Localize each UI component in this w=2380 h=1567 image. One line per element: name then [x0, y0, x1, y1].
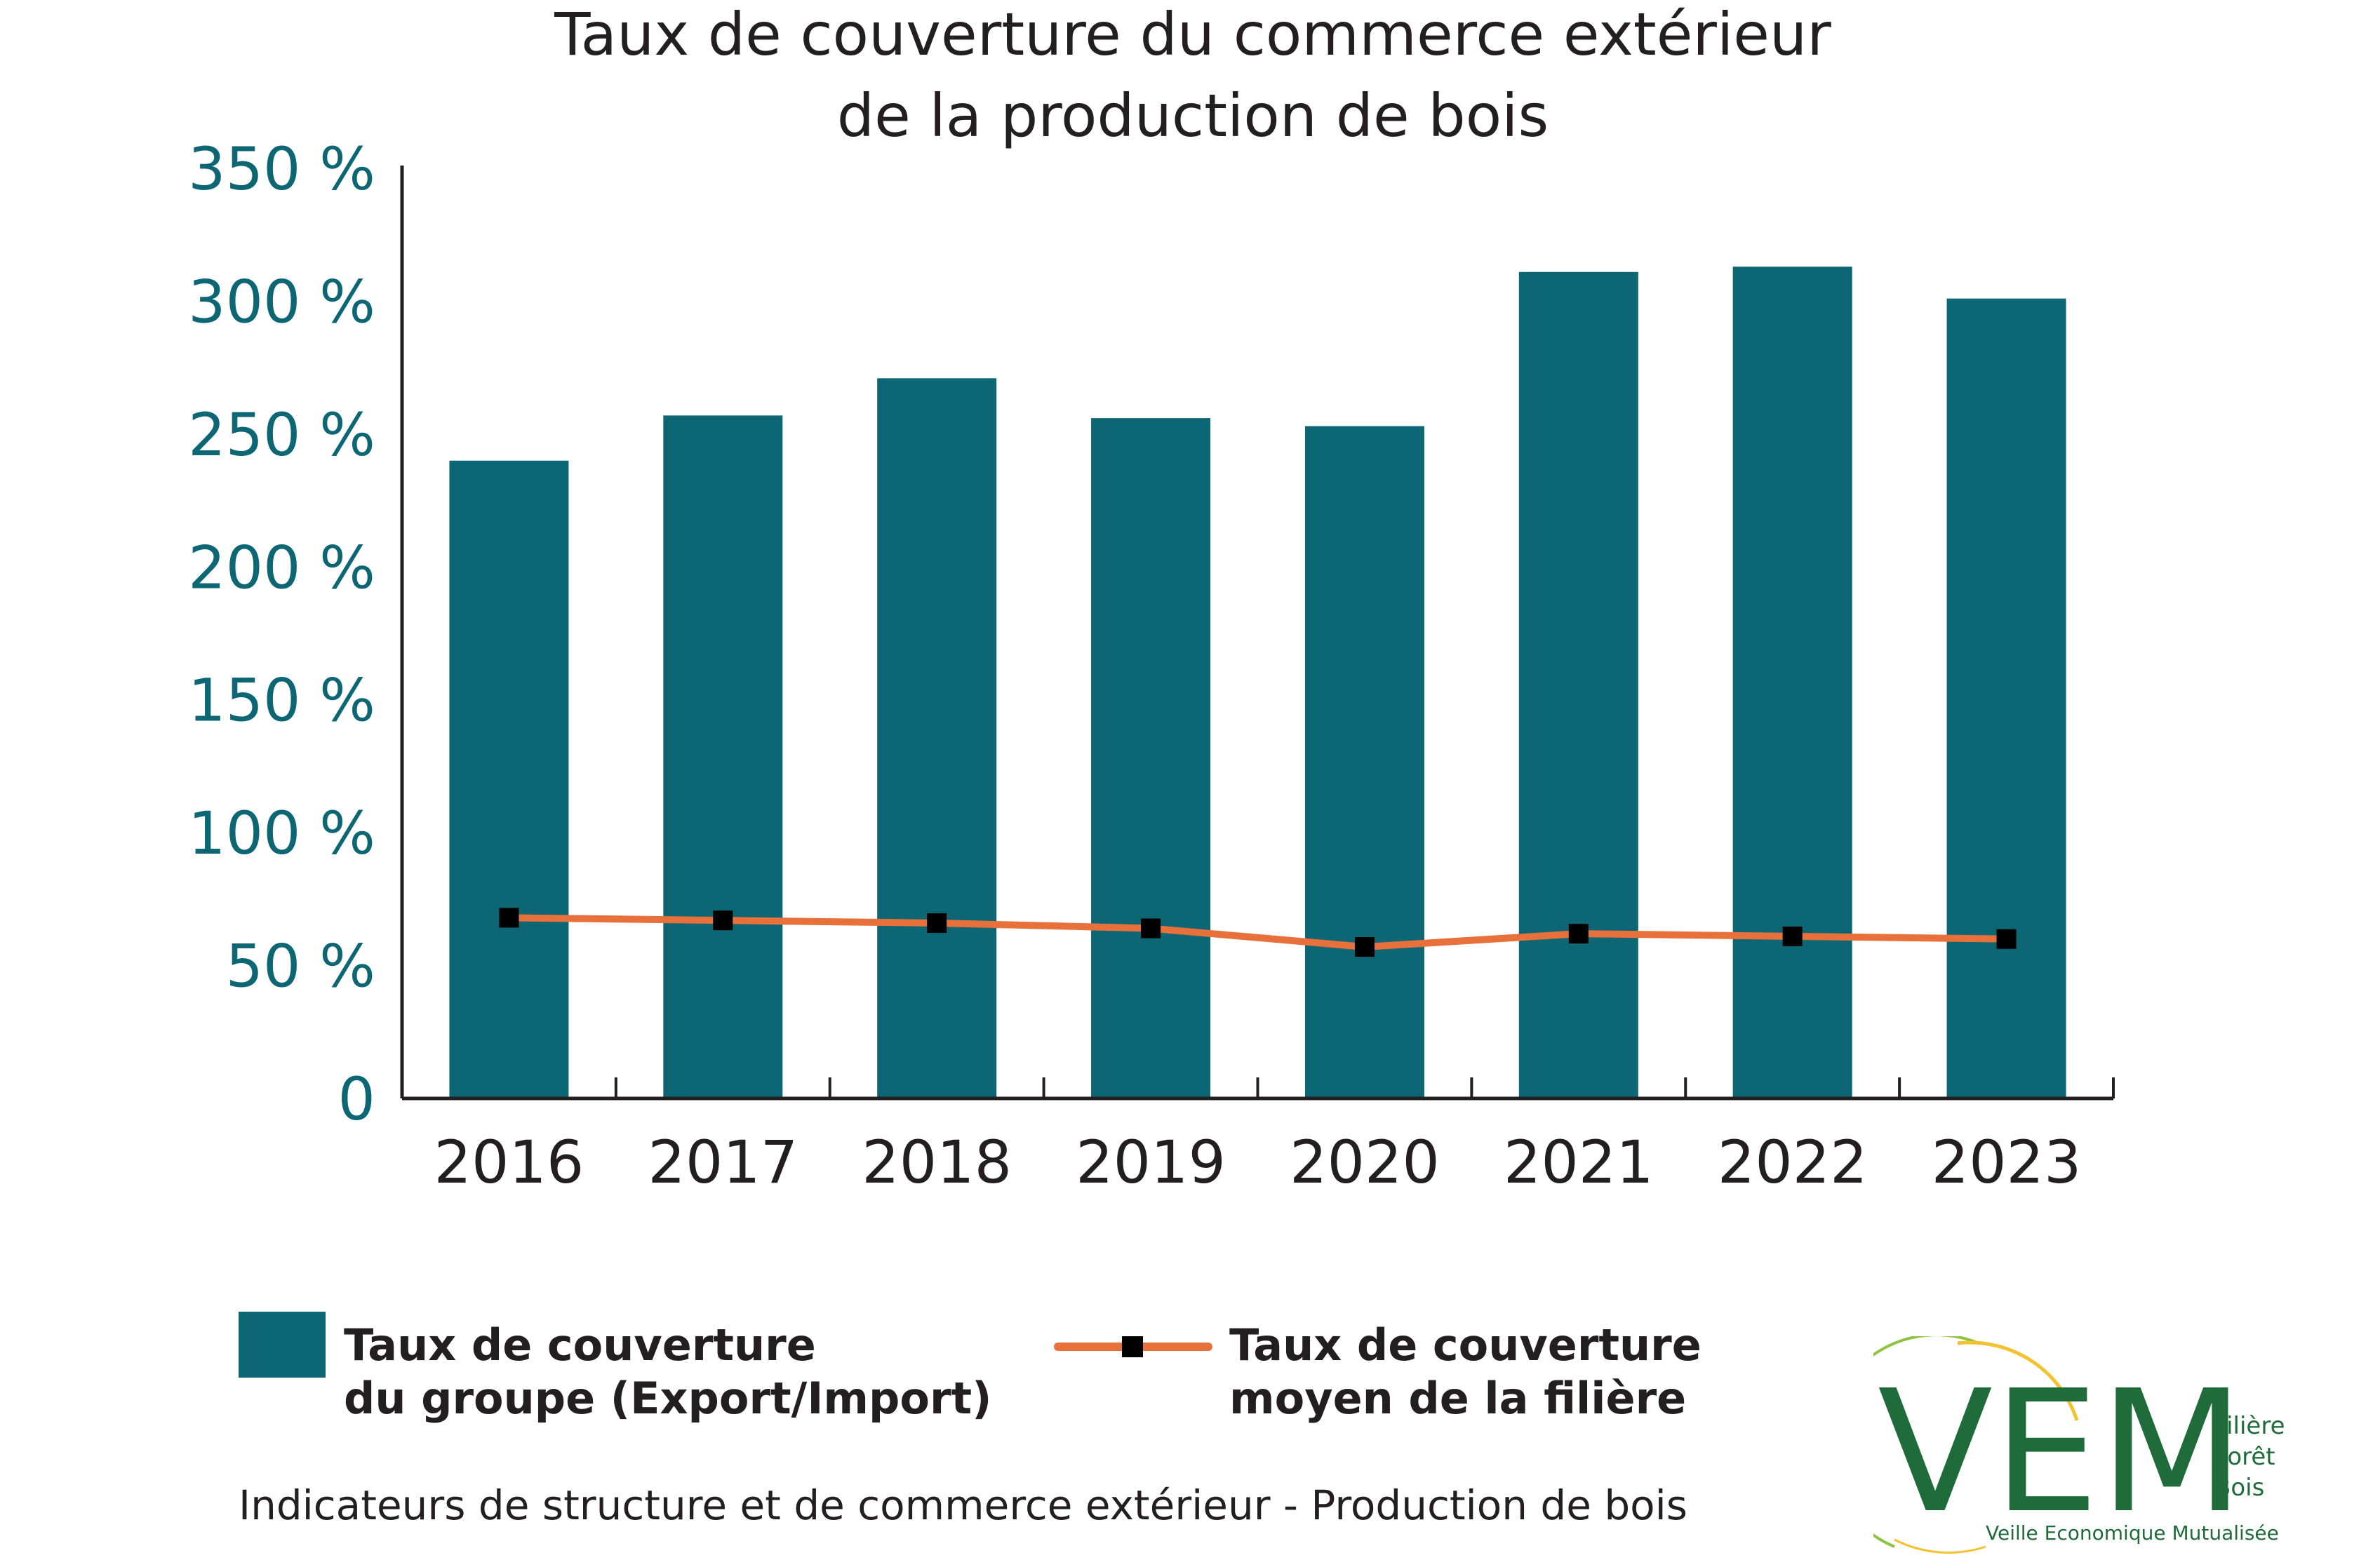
- x-tick-label: 2018: [862, 1128, 1012, 1197]
- line-point-2016: [499, 908, 519, 928]
- y-tick-label: 200 %: [188, 533, 375, 602]
- y-axis-ticks: 0 50 % 100 % 150 % 200 % 250 % 300 % 350 %: [188, 135, 375, 1134]
- bar-2022: [1732, 267, 1852, 1099]
- line-point-2020: [1354, 937, 1375, 957]
- line-point-2019: [1141, 918, 1161, 939]
- x-tick-label: 2020: [1290, 1128, 1440, 1197]
- line-point-2017: [713, 910, 733, 931]
- bar-2021: [1518, 271, 1638, 1098]
- y-tick-label: 150 %: [188, 666, 375, 735]
- logo-word-bois: Bois: [2214, 1474, 2265, 1502]
- y-tick-label: 0: [338, 1065, 375, 1134]
- y-tick-label: 250 %: [188, 401, 375, 469]
- line-series: [499, 908, 2017, 957]
- line-point-2021: [1568, 924, 1589, 944]
- legend-line-label-line1: Taux de couverture: [1229, 1319, 1702, 1371]
- legend-bar-label-line1: Taux de couverture: [344, 1319, 816, 1371]
- line-point-2018: [927, 913, 947, 933]
- y-tick-label: 350 %: [188, 135, 375, 203]
- legend-bar-label: Taux de couverture du groupe (Export/Imp…: [344, 1319, 992, 1425]
- bar-2020: [1304, 426, 1424, 1098]
- legend-bar-label-line2: du groupe (Export/Import): [344, 1373, 992, 1424]
- line-series-path: [509, 914, 2007, 951]
- logo-word-foret: Forêt: [2214, 1443, 2275, 1471]
- x-tick-label: 2023: [1932, 1128, 2082, 1197]
- legend-bar-swatch: [239, 1312, 326, 1378]
- chart-title-line-1: Taux de couverture du commerce extérieur: [554, 0, 1831, 69]
- vem-logo: VEM Filière Forêt Bois Veille Economique…: [1873, 1336, 2308, 1561]
- logo-tagline: Veille Economique Mutualisée: [1986, 1521, 2279, 1545]
- bar-2018: [877, 378, 997, 1098]
- x-tick-label: 2022: [1718, 1128, 1868, 1197]
- x-tick-label: 2019: [1076, 1128, 1226, 1197]
- bar-2017: [663, 415, 783, 1098]
- y-tick-label: 300 %: [188, 267, 375, 336]
- y-tick-label: 100 %: [188, 799, 375, 868]
- x-tick-label: 2016: [434, 1128, 584, 1197]
- bar-2016: [449, 460, 569, 1098]
- footer-caption: Indicateurs de structure et de commerce …: [239, 1481, 1687, 1529]
- vem-logo-text: VEM: [1878, 1354, 2245, 1550]
- x-axis-ticks: 2016 2017 2018 2019 2020 2021 2022 2023: [434, 1128, 2082, 1197]
- bar-2019: [1091, 418, 1211, 1098]
- line-point-2022: [1782, 926, 1803, 946]
- legend-line-label-line2: moyen de la filière: [1229, 1373, 1687, 1424]
- line-point-2023: [1996, 929, 2017, 949]
- legend-line-label: Taux de couverture moyen de la filière: [1229, 1319, 1702, 1425]
- chart-title: Taux de couverture du commerce extérieur…: [554, 0, 1831, 150]
- x-tick-label: 2021: [1504, 1128, 1654, 1197]
- x-tick-label: 2017: [648, 1128, 798, 1197]
- chart-title-line-2: de la production de bois: [837, 81, 1549, 150]
- logo-word-filiere: Filière: [2214, 1412, 2285, 1440]
- bar-2023: [1946, 298, 2066, 1098]
- legend-line-swatch: [1054, 1336, 1212, 1357]
- vem-logo-mark: VEM: [1873, 1336, 2245, 1554]
- y-tick-label: 50 %: [226, 932, 375, 1001]
- bar-series: [449, 267, 2066, 1099]
- axes: [400, 166, 2115, 1101]
